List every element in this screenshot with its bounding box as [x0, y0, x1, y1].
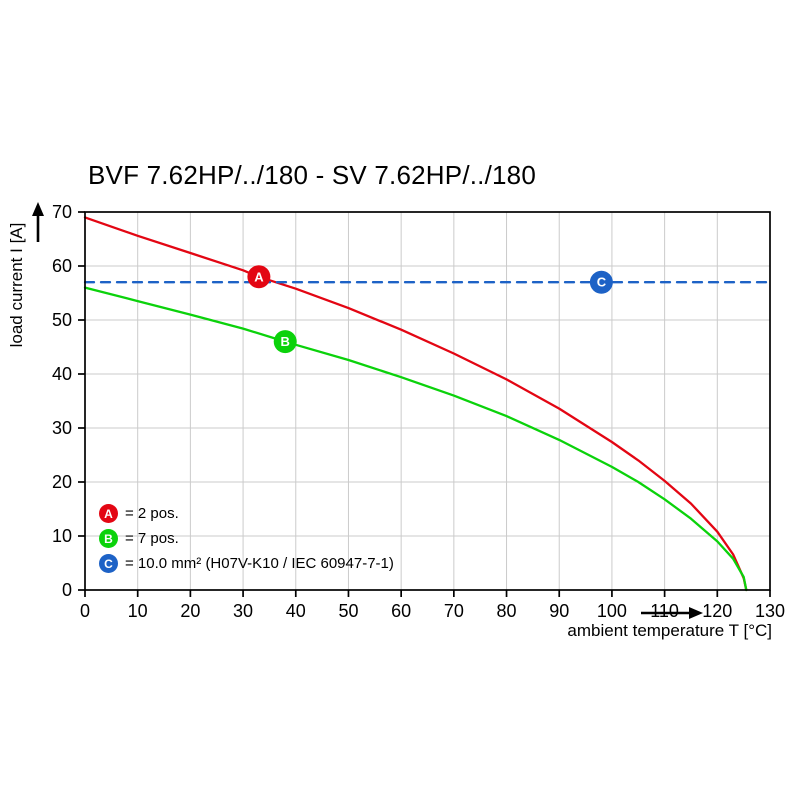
- legend-label-b: = 7 pos.: [125, 530, 179, 547]
- svg-text:50: 50: [338, 601, 358, 621]
- legend-item-a: A = 2 pos.: [99, 501, 394, 526]
- svg-text:90: 90: [549, 601, 569, 621]
- svg-text:120: 120: [702, 601, 732, 621]
- svg-text:30: 30: [52, 418, 72, 438]
- svg-text:40: 40: [52, 364, 72, 384]
- svg-text:80: 80: [497, 601, 517, 621]
- chart-title: BVF 7.62HP/../180 - SV 7.62HP/../180: [88, 160, 536, 190]
- legend-label-c: = 10.0 mm² (H07V-K10 / IEC 60947-7-1): [125, 555, 394, 572]
- svg-text:20: 20: [52, 472, 72, 492]
- svg-text:60: 60: [391, 601, 411, 621]
- svg-text:A: A: [254, 269, 264, 284]
- legend-item-c: C = 10.0 mm² (H07V-K10 / IEC 60947-7-1): [99, 551, 394, 576]
- legend-label-a: = 2 pos.: [125, 505, 179, 522]
- svg-text:110: 110: [650, 601, 679, 621]
- svg-text:10: 10: [52, 526, 72, 546]
- legend-swatch-a: A: [99, 504, 118, 523]
- svg-text:20: 20: [180, 601, 200, 621]
- svg-text:10: 10: [128, 601, 148, 621]
- svg-text:100: 100: [597, 601, 627, 621]
- svg-text:60: 60: [52, 256, 72, 276]
- svg-text:0: 0: [80, 601, 90, 621]
- svg-text:0: 0: [62, 580, 72, 600]
- svg-text:70: 70: [444, 601, 464, 621]
- svg-text:B: B: [281, 334, 290, 349]
- svg-text:130: 130: [755, 601, 785, 621]
- svg-text:70: 70: [52, 202, 72, 222]
- legend-swatch-b: B: [99, 529, 118, 548]
- legend-swatch-c: C: [99, 554, 118, 573]
- svg-text:50: 50: [52, 310, 72, 330]
- svg-text:40: 40: [286, 601, 306, 621]
- legend-item-b: B = 7 pos.: [99, 526, 394, 551]
- svg-text:C: C: [597, 275, 607, 290]
- legend: A = 2 pos. B = 7 pos. C = 10.0 mm² (H07V…: [99, 501, 394, 576]
- svg-text:30: 30: [233, 601, 253, 621]
- x-axis-label: ambient temperature T [°C]: [567, 621, 772, 640]
